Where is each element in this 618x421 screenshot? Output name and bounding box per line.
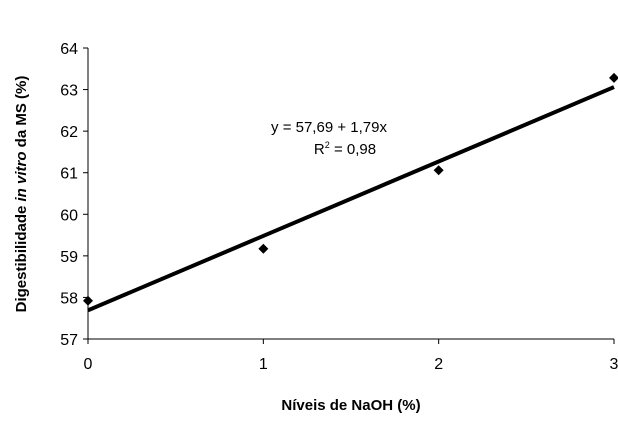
trendline-layer — [87, 85, 615, 313]
y-tick-label: 59 — [60, 249, 78, 266]
y-tick-label: 60 — [60, 207, 78, 224]
axes: 57 58 59 60 61 62 63 64 0 1 2 3 — [60, 41, 618, 373]
data-point — [609, 72, 618, 83]
trendline — [87, 85, 615, 313]
y-tick-label: 57 — [60, 332, 78, 349]
x-tick-label: 0 — [84, 356, 93, 373]
x-axis-title: Níveis de NaOH (%) — [281, 397, 420, 414]
r-squared-label: R2 = 0,98 — [314, 140, 376, 158]
y-tick-label: 61 — [60, 166, 78, 183]
trendline-equation: y = 57,69 + 1,79x — [271, 119, 387, 136]
data-point — [433, 165, 444, 176]
y-axis-title: Digestibilidade in vitro da MS (%) — [13, 76, 30, 313]
y-tick-label: 58 — [60, 290, 78, 307]
x-tick-label: 1 — [259, 356, 268, 373]
data-points — [83, 72, 618, 306]
y-tick-label: 64 — [60, 41, 78, 58]
x-tick-label: 2 — [434, 356, 443, 373]
x-tick-label: 3 — [610, 356, 618, 373]
data-point — [83, 295, 93, 306]
y-tick-label: 62 — [60, 124, 78, 141]
data-point — [258, 243, 269, 254]
y-tick-label: 63 — [60, 83, 78, 100]
